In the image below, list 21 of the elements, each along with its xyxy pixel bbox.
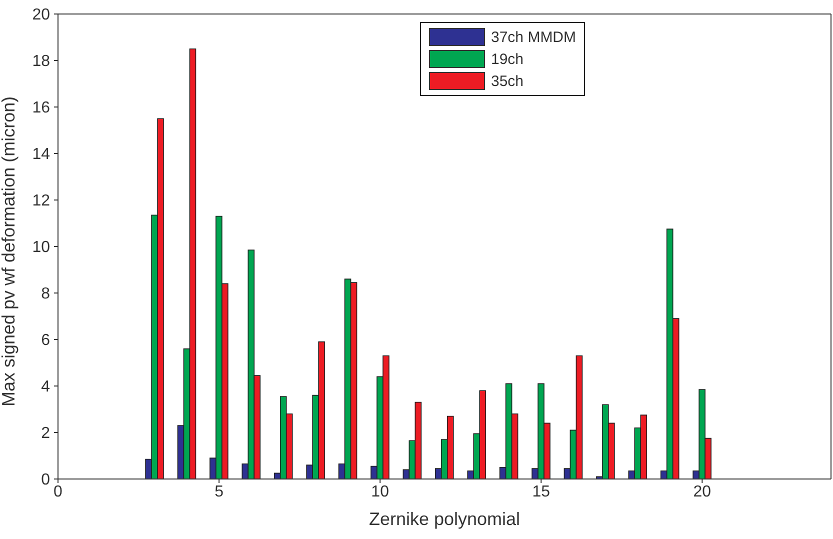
x-tick-label: 15 (532, 483, 550, 500)
y-tick-label: 16 (32, 100, 50, 117)
x-axis-title: Zernike polynomial (368, 509, 520, 529)
legend-label: 35ch (491, 72, 524, 90)
x-tick-label: 20 (693, 483, 712, 500)
y-tick-label: 2 (41, 425, 50, 442)
y-tick-label: 0 (41, 472, 50, 489)
legend-label: 19ch (491, 50, 524, 68)
y-tick-label: 20 (32, 6, 50, 24)
y-axis-title: Max signed pv wf deformation (micron) (0, 96, 18, 406)
y-tick-label: 8 (41, 286, 50, 303)
y-tick-label: 18 (32, 53, 50, 70)
x-tick-label: 10 (371, 483, 390, 500)
x-tick-label: 0 (54, 483, 63, 500)
y-tick-label: 6 (41, 332, 50, 350)
y-tick-label: 14 (32, 146, 50, 164)
x-tick-label: 5 (214, 483, 224, 500)
legend-label: 37ch MMDM (491, 28, 576, 46)
y-tick-label: 4 (41, 378, 50, 396)
y-tick-label: 12 (32, 192, 50, 210)
y-tick-label: 10 (32, 239, 50, 256)
